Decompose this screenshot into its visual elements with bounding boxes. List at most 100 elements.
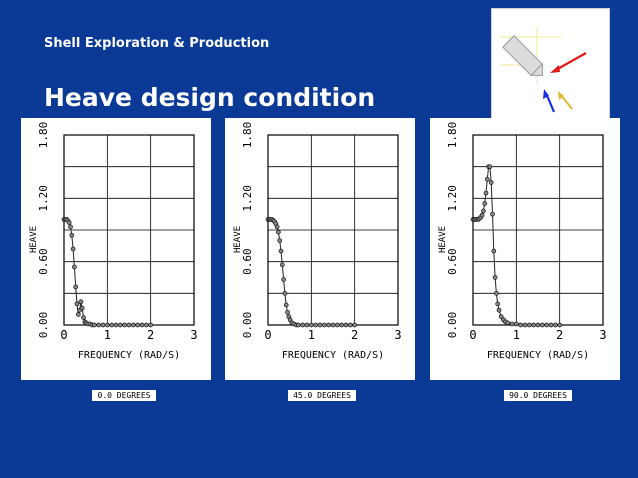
- data-point: [139, 322, 145, 328]
- x-axis-label: FREQUENCY (RAD/S): [282, 350, 384, 361]
- page-title: Heave design condition: [44, 83, 376, 112]
- data-point: [483, 190, 489, 196]
- chart-panel-45deg: 0 1 2 3 0.00 0.60 1.20 1.80 FREQUENCY (RAD/S) HEA…: [225, 118, 415, 380]
- data-point: [498, 314, 504, 319]
- data-point: [79, 305, 85, 311]
- data-point: [70, 246, 76, 252]
- y-tick-label: 0.00: [241, 312, 254, 339]
- caption-45deg: 45.0 DEGREES: [288, 390, 356, 401]
- caption-0deg: 0.0 DEGREES: [92, 390, 156, 401]
- data-point: [513, 321, 519, 327]
- data-point: [308, 322, 314, 328]
- data-point: [552, 322, 558, 328]
- data-point: [321, 322, 327, 328]
- y-tick-label: 1.20: [446, 185, 459, 212]
- data-point: [109, 322, 115, 328]
- data-point: [481, 208, 486, 214]
- data-point: [492, 275, 498, 280]
- data-point: [148, 322, 154, 328]
- data-point: [143, 322, 149, 328]
- data-point: [531, 322, 537, 328]
- data-point: [300, 322, 306, 328]
- x-tick-label: 2: [147, 328, 154, 342]
- data-point: [352, 322, 358, 328]
- data-point: [509, 321, 515, 327]
- y-tick-label: 1.80: [241, 122, 254, 149]
- data-point: [117, 322, 123, 328]
- data-point: [100, 322, 106, 328]
- data-point: [75, 312, 81, 317]
- data-point: [495, 301, 501, 307]
- data-point: [276, 229, 281, 235]
- grid: [63, 134, 195, 326]
- data-point: [68, 224, 73, 230]
- data-point: [126, 322, 132, 328]
- data-point: [304, 322, 310, 328]
- data-point: [104, 322, 110, 328]
- data-point: [518, 322, 524, 328]
- grid: [472, 134, 604, 326]
- data-point: [494, 290, 499, 296]
- data-point: [277, 238, 283, 243]
- data-point: [74, 301, 80, 307]
- y-tick-label: 0.60: [241, 248, 254, 275]
- data-point: [78, 299, 84, 305]
- data-point: [491, 248, 497, 254]
- x-tick-label: 0: [264, 328, 271, 342]
- data-point: [526, 322, 532, 328]
- x-axis-label: FREQUENCY (RAD/S): [78, 350, 180, 361]
- data-point: [96, 322, 102, 328]
- data-point: [343, 322, 349, 328]
- x-tick-label: 3: [394, 328, 401, 342]
- y-tick-label: 0.00: [446, 312, 459, 339]
- x-axis-label: FREQUENCY (RAD/S): [487, 350, 589, 361]
- data-point: [81, 315, 86, 320]
- data-point: [482, 201, 488, 206]
- caption-90deg: 90.0 DEGREES: [504, 390, 572, 401]
- data-point: [326, 322, 332, 328]
- grid: [267, 134, 399, 326]
- x-tick-label: 0: [469, 328, 476, 342]
- y-tick-label: 0.60: [37, 248, 50, 275]
- y-tick-label: 1.80: [446, 122, 459, 149]
- data-point: [330, 322, 336, 328]
- wave-heading-diagram-icon: [500, 27, 587, 113]
- data-point: [281, 277, 286, 282]
- data-point: [505, 320, 511, 326]
- x-tick-label: 3: [190, 328, 197, 342]
- data-point: [69, 232, 75, 238]
- subtitle: Shell Exploration & Production: [44, 36, 270, 51]
- data-point: [490, 211, 495, 217]
- data-point: [539, 322, 545, 328]
- data-point: [487, 164, 493, 170]
- x-tick-label: 1: [104, 328, 111, 342]
- data-point: [484, 176, 490, 182]
- x-tick-label: 0: [60, 328, 67, 342]
- x-tick-label: 1: [308, 328, 315, 342]
- data-point: [285, 309, 290, 315]
- data-point: [122, 322, 128, 328]
- data-point: [279, 262, 285, 268]
- data-point: [91, 322, 97, 328]
- x-tick-label: 2: [351, 328, 358, 342]
- data-point: [334, 322, 340, 328]
- data-point: [313, 322, 319, 328]
- data-point: [130, 322, 136, 328]
- y-axis-label: HEAVE: [233, 226, 243, 253]
- data-point: [282, 290, 288, 296]
- data-point: [274, 224, 280, 230]
- data-point: [73, 284, 79, 290]
- data-point: [535, 322, 541, 328]
- data-point: [317, 322, 323, 328]
- data-point: [135, 322, 141, 328]
- x-tick-label: 3: [599, 328, 606, 342]
- y-axis-label: HEAVE: [438, 226, 448, 253]
- y-tick-label: 0.00: [37, 312, 50, 339]
- y-tick-label: 1.80: [37, 122, 50, 149]
- x-tick-label: 2: [556, 328, 563, 342]
- data-point: [72, 264, 77, 270]
- data-point: [283, 302, 289, 308]
- data-point: [544, 322, 550, 328]
- chart-panel-90deg: 0 1 2 3 0.00 0.60 1.20 1.80 FREQUENCY (RAD/S) HEA…: [430, 118, 620, 380]
- data-point: [295, 322, 301, 328]
